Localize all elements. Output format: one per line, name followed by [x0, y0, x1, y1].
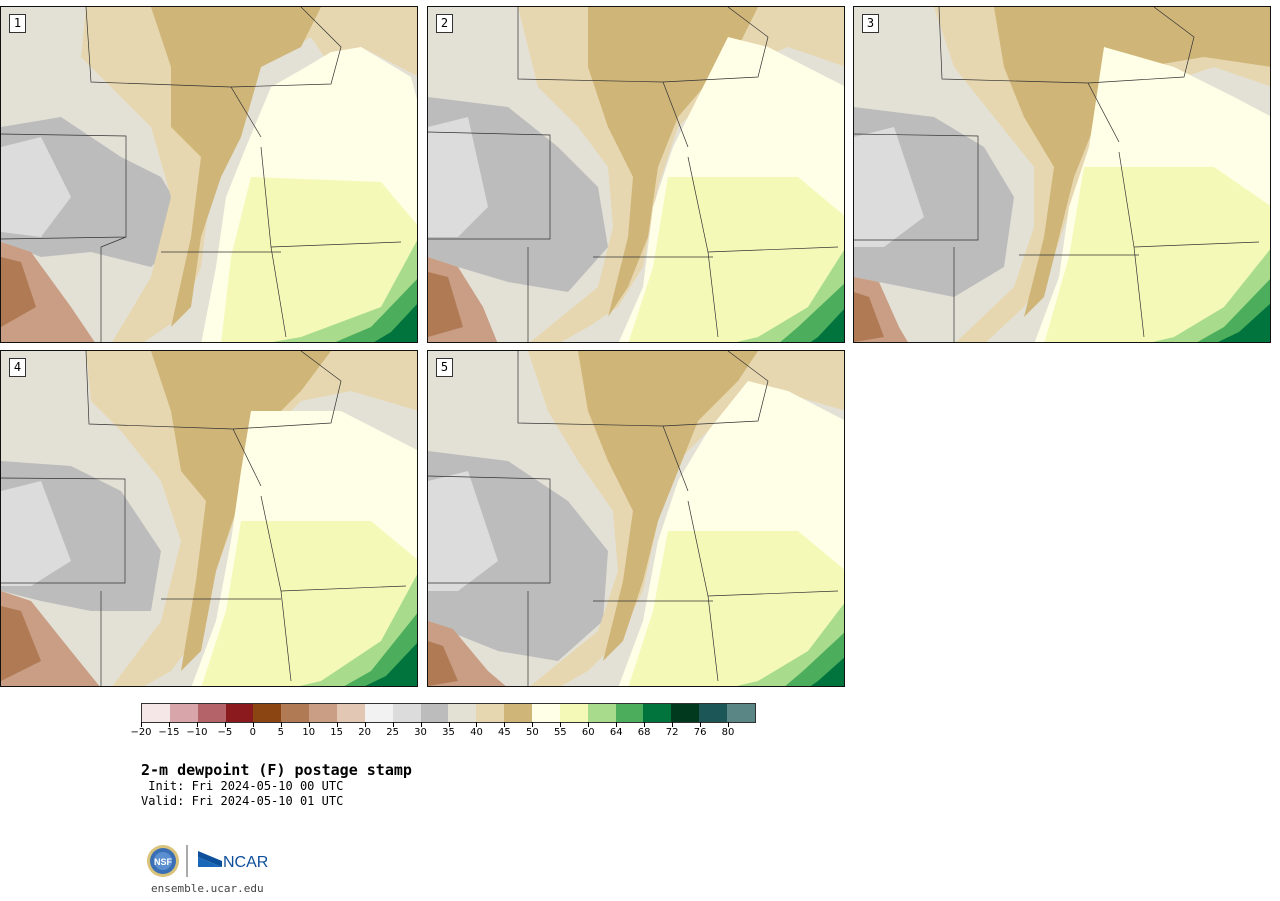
colorbar-tick — [364, 722, 366, 727]
colorbar-tick — [168, 722, 170, 727]
colorbar-segment — [281, 704, 310, 722]
nsf-ncar-logo: NSF NCAR — [147, 845, 268, 877]
map-panel-5: 5 — [427, 350, 845, 687]
colorbar-tick-label: 5 — [277, 727, 284, 738]
colorbar-tick — [504, 722, 506, 727]
init-time: Init: Fri 2024-05-10 00 UTC — [141, 779, 344, 793]
colorbar-tick — [588, 722, 590, 727]
colorbar-segment — [420, 704, 449, 722]
colorbar-segment — [392, 704, 421, 722]
colorbar-segment — [532, 704, 560, 722]
colorbar-segment — [615, 704, 644, 722]
dewpoint-map — [428, 351, 844, 686]
colorbar-tick — [336, 722, 338, 727]
colorbar-tick-label: −5 — [217, 727, 233, 738]
dewpoint-map — [428, 7, 844, 342]
colorbar-tick-label: 35 — [442, 727, 455, 738]
colorbar-segment — [727, 704, 755, 722]
colorbar-tick — [252, 722, 254, 727]
svg-text:NCAR: NCAR — [223, 854, 268, 871]
colorbar-tick-label: 72 — [665, 727, 679, 738]
colorbar-tick — [532, 722, 534, 727]
colorbar-segment — [225, 704, 254, 722]
colorbar-segment — [197, 704, 226, 722]
colorbar-tick — [196, 722, 198, 727]
dewpoint-colorbar — [141, 703, 756, 723]
colorbar-segment — [559, 704, 588, 722]
colorbar-tick — [644, 722, 646, 727]
logos: NSF NCAR — [145, 843, 275, 881]
colorbar-segment — [364, 704, 393, 722]
colorbar-segment — [671, 704, 700, 722]
colorbar-tick — [420, 722, 422, 727]
panel-number: 3 — [862, 14, 879, 33]
panel-number: 5 — [436, 358, 453, 377]
colorbar-tick-label: 25 — [386, 727, 399, 738]
colorbar-tick-label: 20 — [358, 727, 371, 738]
colorbar-segment — [309, 704, 338, 722]
map-panel-4: 4 — [0, 350, 418, 687]
colorbar-segment — [337, 704, 365, 722]
colorbar-segment — [169, 704, 198, 722]
colorbar-tick-label: 55 — [553, 727, 567, 738]
panel-number: 2 — [436, 14, 453, 33]
dewpoint-map — [854, 7, 1270, 342]
colorbar-tick-label: 64 — [609, 727, 623, 738]
chart-title: 2-m dewpoint (F) postage stamp — [141, 761, 412, 779]
colorbar-tick-label: 0 — [249, 727, 256, 738]
colorbar-tick-label: 80 — [721, 727, 735, 738]
colorbar-tick-label: 50 — [525, 727, 539, 738]
website-link[interactable]: ensemble.ucar.edu — [151, 882, 264, 895]
colorbar-tick-label: 10 — [302, 727, 316, 738]
colorbar-tick — [141, 722, 142, 727]
colorbar-tick — [280, 722, 282, 727]
panel-number: 1 — [9, 14, 26, 33]
colorbar-segment — [587, 704, 616, 722]
colorbar-tick — [448, 722, 450, 727]
colorbar-tick — [700, 722, 702, 727]
colorbar-segment — [699, 704, 728, 722]
colorbar-segment — [504, 704, 533, 722]
colorbar-tick-label: 45 — [498, 727, 511, 738]
colorbar-tick-label: 76 — [693, 727, 707, 738]
colorbar-tick — [728, 722, 730, 727]
dewpoint-map — [1, 351, 417, 686]
dewpoint-map — [1, 7, 417, 342]
colorbar-tick-label: 15 — [330, 727, 344, 738]
colorbar-tick — [560, 722, 562, 727]
map-panel-3: 3 — [853, 6, 1271, 343]
colorbar-tick-label: −20 — [130, 727, 152, 738]
colorbar-tick-label: 68 — [637, 727, 651, 738]
map-panel-2: 2 — [427, 6, 845, 343]
colorbar-tick — [224, 722, 226, 727]
colorbar-tick — [476, 722, 478, 727]
colorbar-segment — [253, 704, 282, 722]
map-panel-1: 1 — [0, 6, 418, 343]
svg-text:NSF: NSF — [154, 857, 173, 867]
panel-number: 4 — [9, 358, 26, 377]
colorbar-tick-label: −10 — [186, 727, 208, 738]
colorbar-tick — [672, 722, 674, 727]
colorbar-tick-labels: −20 −15 −10 −5 0 5 10 15 20 25 30 35 40 45 50 55 60 64 68 7… — [130, 722, 756, 742]
colorbar-segment — [643, 704, 672, 722]
colorbar-tick — [392, 722, 394, 727]
colorbar-tick-label: 40 — [470, 727, 483, 738]
valid-time: Valid: Fri 2024-05-10 01 UTC — [141, 794, 344, 808]
colorbar-tick-label: 30 — [414, 727, 427, 738]
colorbar-segment — [448, 704, 477, 722]
colorbar-tick — [308, 722, 310, 727]
colorbar-segment — [142, 704, 170, 722]
colorbar-tick — [616, 722, 618, 727]
colorbar-segment — [476, 704, 505, 722]
colorbar-tick-label: −15 — [158, 727, 180, 738]
ncar-logo-icon: NCAR — [198, 851, 268, 871]
colorbar-tick-label: 60 — [581, 727, 595, 738]
title-block: 2-m dewpoint (F) postage stamp Init: Fri… — [141, 761, 412, 809]
nsf-logo-icon: NSF — [147, 845, 179, 877]
